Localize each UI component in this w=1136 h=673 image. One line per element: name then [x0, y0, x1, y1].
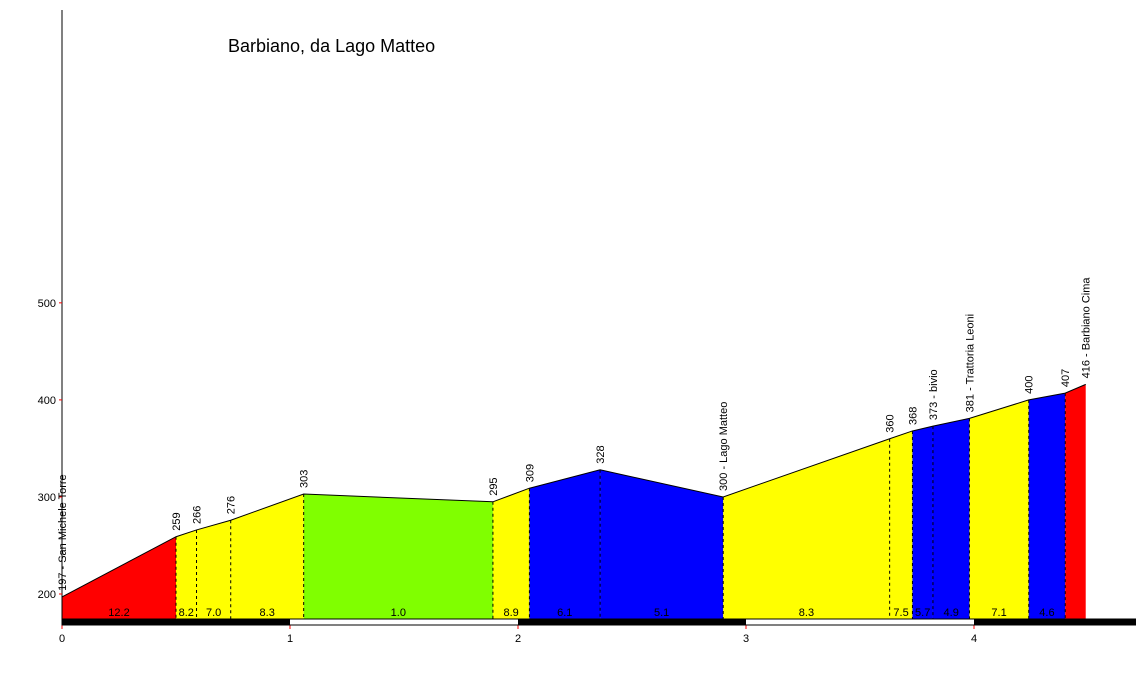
gradient-fills	[62, 384, 1086, 620]
distance-bar	[61, 618, 1136, 626]
gradient-label: 5.7	[915, 607, 930, 619]
gradient-label: 4.9	[944, 607, 959, 619]
point-label: 360	[885, 414, 897, 432]
segment-fill	[492, 488, 530, 620]
gradient-label: 8.2	[179, 607, 194, 619]
point-label: 309	[524, 464, 536, 482]
x-tick-label: 0	[59, 633, 65, 645]
profile-outline	[61, 383, 1086, 598]
segment-fill	[723, 438, 890, 620]
gradient-label: 8.3	[260, 607, 275, 619]
segment-fill	[912, 426, 933, 620]
gradient-label: 8.3	[799, 607, 814, 619]
point-label: 328	[595, 445, 607, 463]
x-tick-label: 4	[971, 633, 977, 645]
segment-fill	[62, 536, 176, 620]
gradient-label: 8.9	[504, 607, 519, 619]
point-labels: 197 - San Michele Torre 259 266 276 303 295 30…	[57, 277, 1093, 591]
distance-bar-block	[974, 619, 1136, 625]
segment-fill	[230, 494, 304, 620]
segment-fill	[303, 494, 493, 620]
gradient-label: 7.5	[893, 607, 908, 619]
gradient-label: 5.1	[654, 607, 669, 619]
point-label: 400	[1024, 376, 1036, 394]
segment-fill	[196, 520, 231, 620]
gradient-labels: 12.2 8.2 7.0 8.3 1.0 8.9 6.1 5.1 8.3 7.5 5.7 4.9 7.1…	[108, 607, 1054, 619]
distance-bar-block	[518, 619, 746, 625]
point-label: 259	[171, 512, 183, 530]
y-tick-label: 500	[38, 298, 56, 310]
gradient-label: 4.6	[1039, 607, 1054, 619]
segment-dividers	[175, 393, 1066, 620]
x-tick-label: 1	[287, 633, 293, 645]
point-label: 381 - Trattoria Leoni	[964, 314, 976, 412]
point-label: 295	[488, 477, 500, 495]
x-tick-label: 2	[515, 633, 521, 645]
profile-line	[61, 383, 1086, 598]
segment-fill	[1065, 384, 1086, 620]
point-label: 197 - San Michele Torre	[57, 474, 69, 591]
gradient-label: 1.0	[391, 607, 406, 619]
segment-fill	[889, 430, 913, 620]
segment-fill	[969, 399, 1029, 620]
segment-fill	[600, 469, 724, 620]
gradient-label: 6.1	[557, 607, 572, 619]
chart-title: Barbiano, da Lago Matteo	[228, 36, 435, 56]
segment-fill	[529, 469, 601, 620]
point-label: 276	[226, 496, 238, 514]
segment-fill	[1028, 393, 1066, 620]
point-label: 407	[1060, 369, 1072, 387]
point-label: 373 - bivio	[928, 369, 940, 420]
segment-fill	[176, 529, 197, 620]
y-tick-label: 300	[38, 492, 56, 504]
point-label: 416 - Barbiano Cima	[1081, 277, 1093, 379]
gradient-label: 7.0	[206, 607, 221, 619]
gradient-label: 7.1	[991, 607, 1006, 619]
point-label: 368	[907, 407, 919, 425]
gradient-label: 12.2	[108, 607, 129, 619]
point-label: 266	[192, 506, 204, 524]
axes: 200 300 400 500 0 1 2 3 4	[38, 10, 977, 645]
segment-fill	[932, 418, 970, 620]
distance-bar-block	[62, 619, 290, 625]
point-label: 303	[299, 470, 311, 488]
x-tick-label: 3	[743, 633, 749, 645]
point-label: 300 - Lago Matteo	[718, 402, 730, 491]
y-tick-label: 400	[38, 395, 56, 407]
y-tick-label: 200	[38, 589, 56, 601]
